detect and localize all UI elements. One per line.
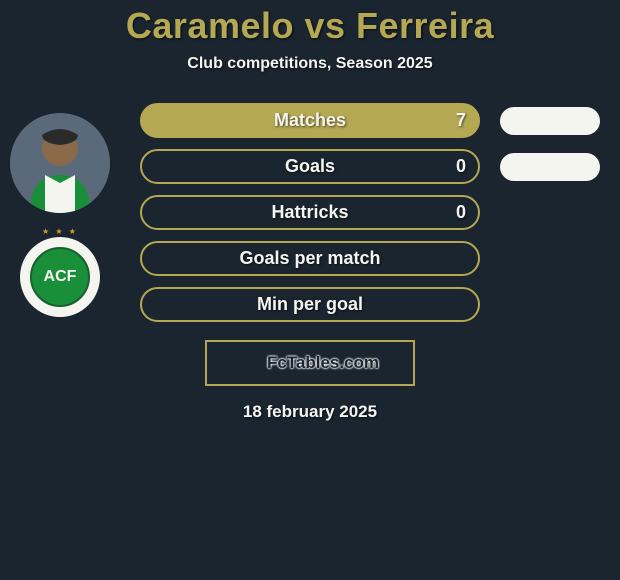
stat-value-left: 0: [456, 202, 466, 223]
stat-label: Min per goal: [257, 294, 363, 315]
stat-label: Hattricks: [271, 202, 348, 223]
club-badge-inner: ACF: [30, 247, 90, 307]
page-subtitle: Club competitions, Season 2025: [0, 55, 620, 73]
footer-brand-badge[interactable]: FcTables.com: [205, 340, 415, 386]
stat-bar-right: [500, 107, 600, 135]
player-left-avatar: [10, 113, 110, 213]
stat-row: Min per goal: [10, 287, 610, 322]
stat-value-left: 7: [456, 110, 466, 131]
stat-bar-left: Matches 7: [140, 103, 480, 138]
club-badge-text: ACF: [44, 269, 77, 285]
stat-label: Goals: [285, 156, 335, 177]
chart-icon: [241, 353, 261, 373]
stat-row: Hattricks 0: [10, 195, 610, 230]
page-title: Caramelo vs Ferreira: [0, 5, 620, 47]
avatar-placeholder-icon: [10, 113, 110, 213]
club-stars-icon: ★ ★ ★: [42, 227, 78, 236]
stat-value-left: 0: [456, 156, 466, 177]
stat-label: Matches: [274, 110, 346, 131]
stat-bar-left: Hattricks 0: [140, 195, 480, 230]
stat-bar-right: [500, 153, 600, 181]
stat-row: Goals per match: [10, 241, 610, 276]
comparison-card: Caramelo vs Ferreira Club competitions, …: [0, 0, 620, 422]
stat-label: Goals per match: [239, 248, 380, 269]
stat-bar-left: Goals 0: [140, 149, 480, 184]
content-area: ★ ★ ★ ACF Matches7Goals0Hattricks0Goals …: [0, 103, 620, 422]
stat-bar-left: Min per goal: [140, 287, 480, 322]
stat-bar-left: Goals per match: [140, 241, 480, 276]
player-left-club-badge: ★ ★ ★ ACF: [20, 237, 100, 317]
footer-brand-text: FcTables.com: [267, 353, 379, 373]
date-text: 18 february 2025: [0, 402, 620, 422]
